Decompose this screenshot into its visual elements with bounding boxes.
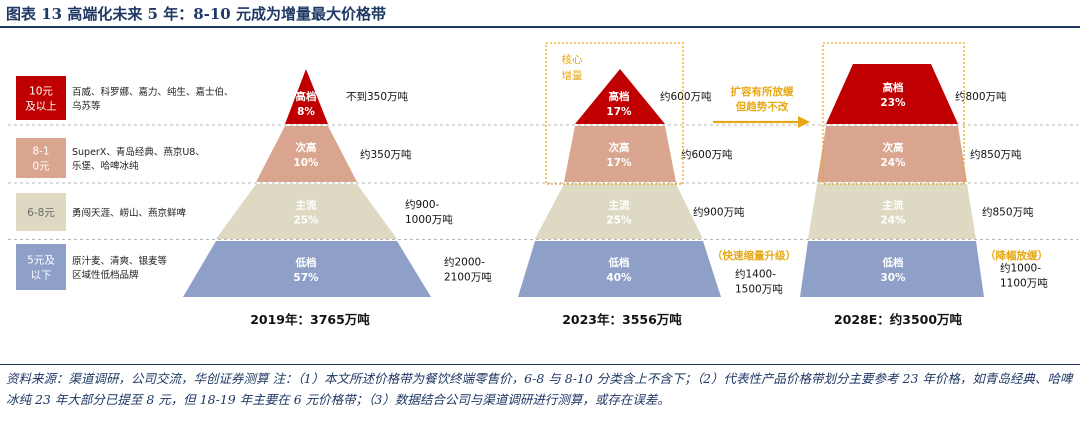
price-band-label-high: 10元 <box>29 86 53 98</box>
volume-label-2028E: 1100万吨 <box>1000 277 1048 290</box>
footnote: 资料来源：渠道调研，公司交流，华创证券测算 注：（1）本文所述价格带为餐饮终端零… <box>6 371 1073 407</box>
pyramid-2019-tier-main <box>216 184 397 239</box>
volume-label-2028E: 约850万吨 <box>982 206 1034 219</box>
pyramid-2019-tier-sub <box>256 126 357 182</box>
expand-trend-annotation: 但趋势不改 <box>735 100 789 113</box>
price-band-label-high: 及以上 <box>25 101 57 113</box>
volume-label-2023: 约600万吨 <box>660 90 712 103</box>
low-tier-annotation-2023: （快速缩量升级） <box>712 249 796 262</box>
tier-share-2028E: 30% <box>880 272 906 284</box>
trend-arrow-icon <box>798 116 810 128</box>
expand-trend-annotation: 扩容有所放缓 <box>731 85 794 98</box>
volume-label-2019: 约2000- <box>444 256 485 269</box>
low-tier-annotation-2028: （降幅放缓） <box>985 249 1048 262</box>
brand-list-high: 百威、科罗娜、嘉力、纯生、嘉士伯、 <box>72 86 234 98</box>
volume-label-2019: 约900- <box>405 198 440 211</box>
volume-label-2023: 约600万吨 <box>681 148 733 161</box>
tier-share-2023: 17% <box>606 106 632 118</box>
pyramid-2028E-tier-high <box>826 64 958 124</box>
brand-list-low: 区域性低档品牌 <box>72 269 139 281</box>
tier-name-2023: 高档 <box>609 90 630 103</box>
volume-label-2019: 不到350万吨 <box>346 90 409 103</box>
volume-label-2028E: 约850万吨 <box>970 148 1022 161</box>
core-growth-box-2028 <box>822 42 965 185</box>
tier-name-2023: 主流 <box>609 199 630 212</box>
tier-share-2019: 10% <box>293 157 319 169</box>
tier-name-2019: 低档 <box>295 256 317 269</box>
pyramid-2023-tier-low <box>518 241 721 297</box>
pyramid-2023-tier-high <box>575 69 665 124</box>
year-label-2028E: 2028E：约3500万吨 <box>834 312 963 327</box>
price-band-box-low <box>16 244 66 290</box>
tier-share-2019: 25% <box>293 215 319 227</box>
price-band-box-main <box>16 193 66 231</box>
price-band-label-sub: 8-1 <box>32 146 49 158</box>
volume-label-2019: 2100万吨 <box>444 271 492 284</box>
brand-list-main: 勇闯天涯、崂山、燕京鲜啤 <box>72 207 187 219</box>
tier-share-2019: 8% <box>297 106 315 118</box>
tier-share-2023: 40% <box>606 272 632 284</box>
pyramid-2019-tier-high <box>285 69 328 124</box>
tier-share-2028E: 24% <box>880 215 906 227</box>
brand-list-sub: 乐堡、哈啤冰纯 <box>72 160 139 172</box>
tier-name-2019: 高档 <box>296 90 317 103</box>
tier-name-2023: 次高 <box>609 141 630 154</box>
tier-name-2028E: 低档 <box>882 256 904 269</box>
price-band-label-low: 以下 <box>31 270 52 282</box>
brand-list-high: 乌苏等 <box>72 100 101 112</box>
core-growth-box-2023 <box>545 42 684 185</box>
tier-share-2028E: 24% <box>880 157 906 169</box>
volume-label-2023: 1500万吨 <box>735 283 783 296</box>
core-growth-annotation: 核心 <box>562 53 583 66</box>
tier-name-2019: 次高 <box>296 141 317 154</box>
volume-label-2028E: 约800万吨 <box>955 90 1007 103</box>
tier-name-2028E: 高档 <box>883 81 904 94</box>
tier-share-2019: 57% <box>293 272 319 284</box>
tier-share-2023: 17% <box>606 157 632 169</box>
pyramid-2019-tier-low <box>183 241 431 297</box>
tier-share-2023: 25% <box>606 215 632 227</box>
tier-name-2019: 主流 <box>296 199 317 212</box>
price-band-box-sub <box>16 138 66 178</box>
pyramid-2023-tier-main <box>535 184 703 239</box>
pyramid-2028E-tier-low <box>800 241 984 297</box>
pyramid-2028E-tier-main <box>808 184 976 239</box>
tier-share-2028E: 23% <box>880 97 906 109</box>
year-label-2019: 2019年：3765万吨 <box>250 312 370 327</box>
brand-list-sub: SuperX、青岛经典、燕京U8、 <box>72 146 205 158</box>
volume-label-2019: 1000万吨 <box>405 213 453 226</box>
volume-label-2023: 约900万吨 <box>693 206 745 219</box>
price-band-label-low: 5元及 <box>27 255 55 267</box>
pyramid-2023-tier-sub <box>564 126 676 182</box>
price-band-label-main: 6-8元 <box>27 207 55 219</box>
year-label-2023: 2023年：3556万吨 <box>562 312 682 327</box>
price-band-box-high <box>16 76 66 120</box>
price-band-label-sub: 0元 <box>32 161 50 173</box>
tier-name-2023: 低档 <box>608 256 630 269</box>
title-divider <box>0 26 1080 28</box>
pyramid-2028E-tier-sub <box>817 126 967 182</box>
volume-label-2023: 约1400- <box>735 268 776 281</box>
volume-label-2028E: 约1000- <box>1000 262 1041 275</box>
brand-list-low: 原汁麦、清爽、银麦等 <box>72 255 168 267</box>
volume-label-2019: 约350万吨 <box>360 148 412 161</box>
tier-name-2028E: 主流 <box>883 199 904 212</box>
chart-title: 图表 13 高端化未来 5 年：8-10 元成为增量最大价格带 <box>6 5 386 23</box>
footnote-divider <box>0 364 1080 365</box>
tier-name-2028E: 次高 <box>883 141 904 154</box>
core-growth-annotation: 增量 <box>562 69 583 82</box>
